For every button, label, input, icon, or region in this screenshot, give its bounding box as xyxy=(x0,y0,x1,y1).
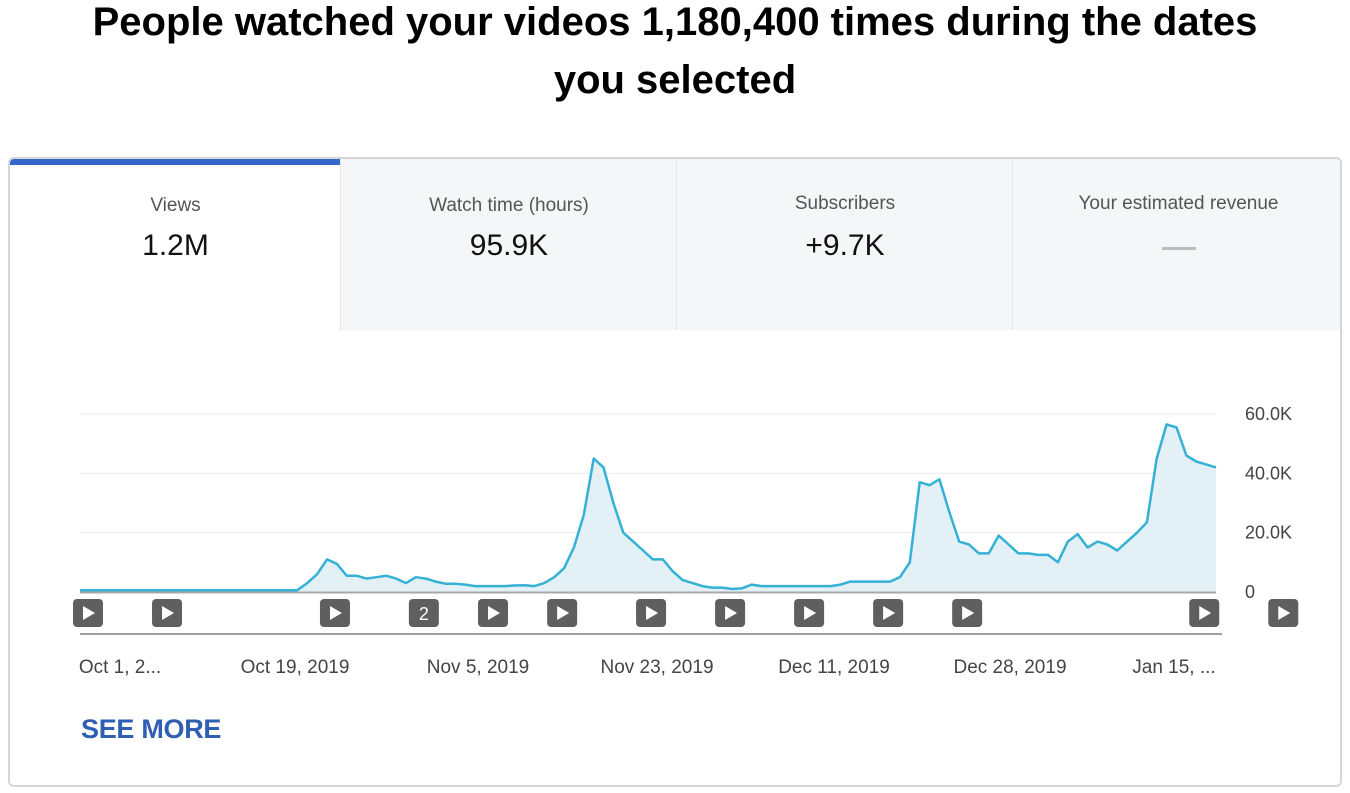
video-marker-play-icon[interactable] xyxy=(478,599,509,627)
tab-views-value: 1.2M xyxy=(142,229,209,262)
tab-watch-time-value: 95.9K xyxy=(469,229,549,262)
video-marker-play-icon[interactable] xyxy=(873,599,904,627)
video-marker-play-icon[interactable] xyxy=(1189,599,1220,627)
tab-estimated-revenue[interactable]: Your estimated revenue xyxy=(1013,159,1340,330)
video-marker-play-icon[interactable] xyxy=(1268,599,1299,627)
page-title-line-2: you selected xyxy=(553,58,797,102)
video-marker-play-icon[interactable] xyxy=(636,599,667,627)
video-group-marker[interactable]: 2 xyxy=(408,599,439,627)
tab-views-label: Views xyxy=(150,195,201,216)
active-tab-indicator xyxy=(10,159,341,165)
video-marker-play-icon[interactable] xyxy=(952,599,983,627)
tab-subscribers[interactable]: Subscribers +9.7K xyxy=(677,159,1013,330)
y-tick-label: 40.0K xyxy=(1245,463,1292,483)
x-tick-label: Nov 5, 2019 xyxy=(427,657,529,678)
y-tick-label: 60.0K xyxy=(1245,404,1292,424)
video-marker-play-icon[interactable] xyxy=(715,599,746,627)
tab-watch-time-label: Watch time (hours) xyxy=(429,195,589,216)
y-tick-label: 0 xyxy=(1245,582,1255,602)
page-title: People watched your videos 1,180,400 tim… xyxy=(0,0,1350,109)
x-tick-label: Jan 15, ... xyxy=(1132,657,1215,678)
tab-views[interactable]: Views 1.2M xyxy=(10,159,341,330)
x-tick-label: Dec 28, 2019 xyxy=(953,657,1066,678)
tab-subscribers-label: Subscribers xyxy=(794,193,896,214)
x-tick-label: Oct 19, 2019 xyxy=(241,657,350,678)
video-marker-play-icon[interactable] xyxy=(547,599,578,627)
x-tick-label: Dec 11, 2019 xyxy=(778,657,890,678)
tab-subscribers-value: +9.7K xyxy=(805,229,885,262)
no-data-dash xyxy=(1161,247,1196,250)
video-marker-play-icon[interactable] xyxy=(319,599,350,627)
x-tick-label: Oct 1, 2... xyxy=(79,657,161,678)
video-marker-play-icon[interactable] xyxy=(152,599,183,627)
y-tick-label: 20.0K xyxy=(1245,523,1292,543)
analytics-card: Views 1.2M Watch time (hours) 95.9K Subs… xyxy=(8,157,1342,787)
tab-watch-time[interactable]: Watch time (hours) 95.9K xyxy=(341,159,677,330)
tab-revenue-label: Your estimated revenue xyxy=(1078,193,1279,214)
views-area xyxy=(80,424,1216,592)
views-chart: 60.0K 40.0K 20.0K 0 2 Oct 1, 2... Oct 19, 2019… xyxy=(73,404,1299,678)
metric-tabs: Views 1.2M Watch time (hours) 95.9K Subs… xyxy=(10,159,1340,330)
video-marker-play-icon[interactable] xyxy=(73,599,103,627)
video-marker-play-icon[interactable] xyxy=(794,599,825,627)
page-title-line-1: People watched your videos 1,180,400 tim… xyxy=(92,0,1258,44)
see-more-button[interactable]: SEE MORE xyxy=(81,714,222,744)
video-group-count: 2 xyxy=(419,604,429,624)
x-tick-label: Nov 23, 2019 xyxy=(600,657,713,678)
views-line xyxy=(80,423,1217,592)
